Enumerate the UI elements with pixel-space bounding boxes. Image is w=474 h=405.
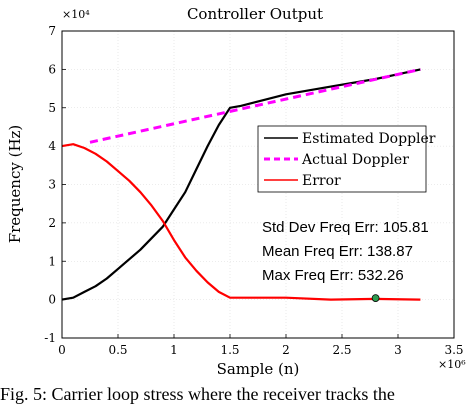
stat-mean: Mean Freq Err: 138.87 bbox=[262, 243, 413, 260]
y-tick-label: 3 bbox=[48, 178, 56, 192]
y-tick-label: 6 bbox=[48, 62, 56, 76]
legend-label-error: Error bbox=[302, 173, 341, 189]
x-tick-label: 2 bbox=[282, 343, 290, 357]
y-tick-label: 4 bbox=[48, 139, 56, 153]
series-lines bbox=[61, 67, 421, 302]
legend-label-estimated: Estimated Doppler bbox=[302, 131, 436, 147]
x-exponent-label: ×10⁶ bbox=[438, 358, 466, 371]
y-tick-label: -1 bbox=[44, 331, 56, 345]
y-exponent-label: ×10⁴ bbox=[62, 8, 90, 21]
figure-caption: Fig. 5: Carrier loop stress where the re… bbox=[0, 384, 395, 404]
series-line-actual-doppler bbox=[89, 67, 421, 144]
chart-title: Controller Output bbox=[187, 5, 323, 23]
error-stats: Std Dev Freq Err: 105.81 Mean Freq Err: … bbox=[262, 219, 429, 284]
error-marker-point bbox=[371, 294, 380, 302]
y-tick-label: 5 bbox=[48, 101, 56, 115]
y-tick-label: 0 bbox=[48, 293, 56, 307]
x-tick-label: 1.5 bbox=[220, 343, 239, 357]
x-tick-label: 0 bbox=[58, 343, 66, 357]
y-tick-label: 2 bbox=[48, 216, 56, 230]
legend-label-actual: Actual Doppler bbox=[301, 152, 409, 168]
series-line-error bbox=[61, 143, 421, 301]
series-line-estimated-doppler bbox=[61, 68, 421, 301]
y-tick-label: 7 bbox=[48, 24, 56, 38]
x-tick-label: 3.5 bbox=[444, 343, 463, 357]
plot-frame bbox=[61, 30, 455, 339]
y-tick-label: 1 bbox=[48, 254, 56, 268]
x-tick-label: 2.5 bbox=[332, 343, 351, 357]
x-tick-label: 3 bbox=[394, 343, 402, 357]
stat-max: Max Freq Err: 532.26 bbox=[262, 267, 404, 284]
x-axis-label: Sample (n) bbox=[217, 360, 300, 378]
x-tick-label: 1 bbox=[170, 343, 178, 357]
x-tick-label: 0.5 bbox=[108, 343, 127, 357]
stat-std-dev: Std Dev Freq Err: 105.81 bbox=[262, 219, 429, 236]
y-axis-label: Frequency (Hz) bbox=[6, 125, 24, 244]
legend: Estimated Doppler Actual Doppler Error bbox=[257, 125, 436, 193]
